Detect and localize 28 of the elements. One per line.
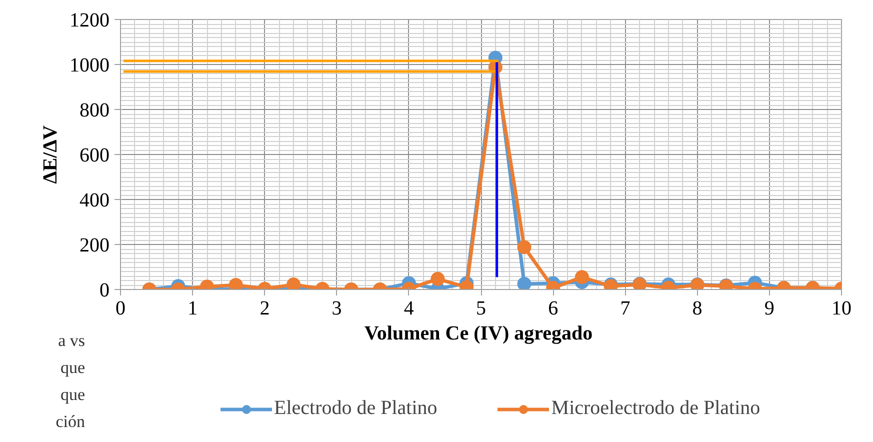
x-tick-label: 9 [764, 298, 774, 320]
x-tick-label: 7 [620, 298, 630, 320]
y-tick-label: 1200 [70, 10, 110, 32]
x-tick-label: 5 [476, 298, 486, 320]
point [228, 278, 243, 290]
x-tick-label: 10 [832, 298, 852, 320]
x-tick-label: 0 [116, 298, 126, 320]
legend-label: Microelectrodo de Platino [551, 397, 760, 420]
x-tick-label: 4 [404, 298, 414, 320]
y-tick-label: 600 [80, 144, 110, 166]
y-tick-label: 1000 [70, 54, 110, 76]
text: que [60, 385, 85, 404]
legend-label: Electrodo de Platino [274, 397, 438, 420]
text: que [60, 358, 85, 377]
text: a vs [58, 331, 85, 350]
x-tick-label: 3 [332, 298, 342, 320]
point [286, 278, 301, 290]
y-tick-label: 800 [80, 100, 110, 122]
text: ción [56, 412, 85, 431]
y-tick-label: 400 [80, 190, 110, 212]
x-axis-title: Volumen Ce (IV) agregado [364, 322, 593, 344]
x-tick-label: 1 [188, 298, 198, 320]
x-tick-label: 6 [548, 298, 558, 320]
y-tick-label: 200 [80, 234, 110, 256]
x-tick-label: 8 [692, 298, 702, 320]
y-axis-title: ΔE/ΔV [40, 124, 62, 184]
y-tick-label: 0 [100, 280, 110, 302]
x-tick-label: 2 [260, 298, 270, 320]
